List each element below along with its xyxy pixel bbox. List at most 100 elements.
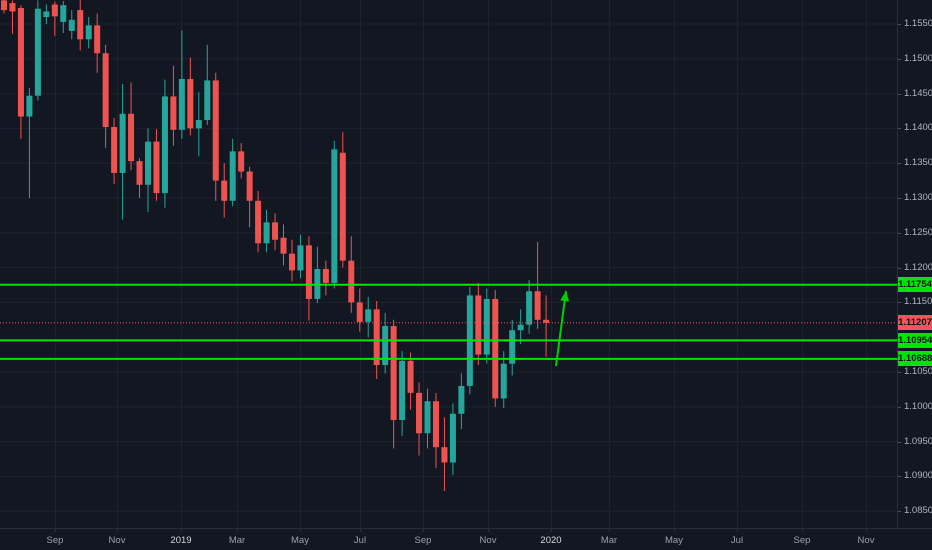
candle-body: [102, 53, 109, 128]
candlestick-chart: [0, 0, 897, 528]
time-tick-mark: [737, 529, 738, 532]
candle-body: [229, 151, 236, 201]
time-tick-label: Mar: [600, 535, 618, 546]
time-tick-label: Sep: [793, 535, 811, 546]
time-tick-label: Nov: [479, 535, 497, 546]
time-tick-mark: [674, 529, 675, 532]
price-tick-mark: [898, 476, 901, 478]
time-tick-mark: [237, 529, 238, 532]
candle-body: [26, 95, 33, 117]
candle-body: [390, 326, 397, 421]
price-tick-label: 1.08500: [898, 504, 932, 518]
time-tick-label: Jul: [730, 535, 744, 546]
candle-body: [136, 161, 143, 185]
candle-body: [348, 260, 355, 303]
candle-body: [77, 10, 84, 40]
projection-arrow[interactable]: [555, 290, 570, 367]
candle-body: [356, 302, 363, 322]
candle-body: [111, 127, 118, 173]
candle-body: [272, 222, 279, 240]
price-tick-mark: [898, 24, 901, 25]
candle-body: [187, 78, 194, 129]
candle-body: [331, 149, 338, 283]
candle-body: [238, 151, 245, 172]
candle-body: [94, 25, 101, 54]
price-tick-mark: [898, 372, 901, 373]
time-tick-mark: [55, 529, 56, 532]
price-tick-mark: [898, 267, 901, 269]
candle-body: [509, 330, 516, 364]
candle-body: [373, 309, 380, 366]
candle-body: [263, 222, 270, 244]
candle-body: [51, 4, 58, 17]
candle-body: [441, 447, 448, 463]
price-tick-label: 1.10500: [898, 365, 932, 379]
candle-body: [407, 360, 414, 393]
candle-body: [1, 0, 7, 11]
price-tick-mark: [898, 406, 901, 408]
candle-body: [297, 245, 304, 271]
time-tick-mark: [551, 529, 552, 532]
price-tick-label: 1.13500: [898, 156, 932, 170]
price-tick-mark: [898, 511, 901, 513]
price-tick-mark: [898, 232, 901, 234]
candle-body: [161, 96, 168, 194]
candle-body: [322, 268, 329, 283]
time-tick-mark: [802, 529, 803, 532]
time-tick-label: Mar: [228, 535, 246, 546]
candle-body: [221, 180, 228, 201]
candle-body: [432, 401, 439, 448]
candle-body: [178, 78, 185, 130]
candle-body: [458, 385, 465, 414]
price-axis[interactable]: 1.15500 1.15000 1.14500 1.14000 1.13500 1.130…: [897, 0, 932, 528]
candle-body: [212, 80, 219, 181]
price-tick-mark: [898, 163, 901, 165]
candle-body: [475, 295, 482, 355]
price-tick-mark: [898, 58, 901, 60]
time-tick-mark: [300, 529, 301, 532]
candle-body: [246, 171, 253, 201]
candle-body: [9, 3, 16, 12]
time-tick-mark: [360, 529, 361, 532]
candle-body: [492, 298, 499, 399]
candle-body: [288, 253, 295, 271]
candle-body: [34, 8, 41, 96]
price-tick-label: 1.15000: [898, 52, 932, 66]
candle-body: [255, 200, 262, 244]
candle-body: [60, 5, 67, 22]
candle-body: [424, 401, 431, 434]
candle-body: [153, 141, 160, 194]
price-tick-label: 1.10000: [898, 400, 932, 414]
level-price-badge: 1.11754: [898, 277, 932, 293]
candle-body: [399, 360, 406, 421]
price-tick-mark: [898, 441, 901, 443]
candle-body: [416, 392, 423, 434]
level-price-badge: 1.10688: [898, 351, 932, 367]
time-tick-mark: [866, 529, 867, 532]
candle-body: [365, 309, 372, 322]
time-axis[interactable]: Sep Nov 2019 Mar May Jul Sep Nov 2020 Mar May Jul Se…: [0, 528, 932, 550]
candle-body: [170, 96, 177, 130]
price-tick-mark: [898, 302, 901, 304]
price-tick-label: 1.11500: [898, 295, 932, 309]
level-price-badge: 1.10954: [898, 332, 932, 348]
candle-body: [543, 319, 550, 323]
price-tick-label: 1.12500: [898, 226, 932, 240]
time-tick-label: 2020: [540, 535, 562, 546]
time-tick-label: Sep: [414, 535, 432, 546]
time-tick-label: Nov: [857, 535, 875, 546]
candle-body: [128, 113, 135, 162]
price-tick-label: 1.09000: [898, 469, 932, 483]
candle-body: [534, 291, 541, 320]
candle-body: [382, 326, 389, 366]
candle-body: [517, 324, 524, 331]
candle-body: [85, 25, 92, 40]
time-tick-label: 2019: [170, 535, 192, 546]
chart-pane[interactable]: [0, 0, 897, 528]
candle-body: [43, 11, 50, 18]
candle-body: [305, 245, 312, 299]
price-tick-label: 1.09500: [898, 435, 932, 449]
time-tick-label: Nov: [108, 535, 126, 546]
time-tick-label: May: [291, 535, 309, 546]
candle-body: [204, 80, 211, 121]
